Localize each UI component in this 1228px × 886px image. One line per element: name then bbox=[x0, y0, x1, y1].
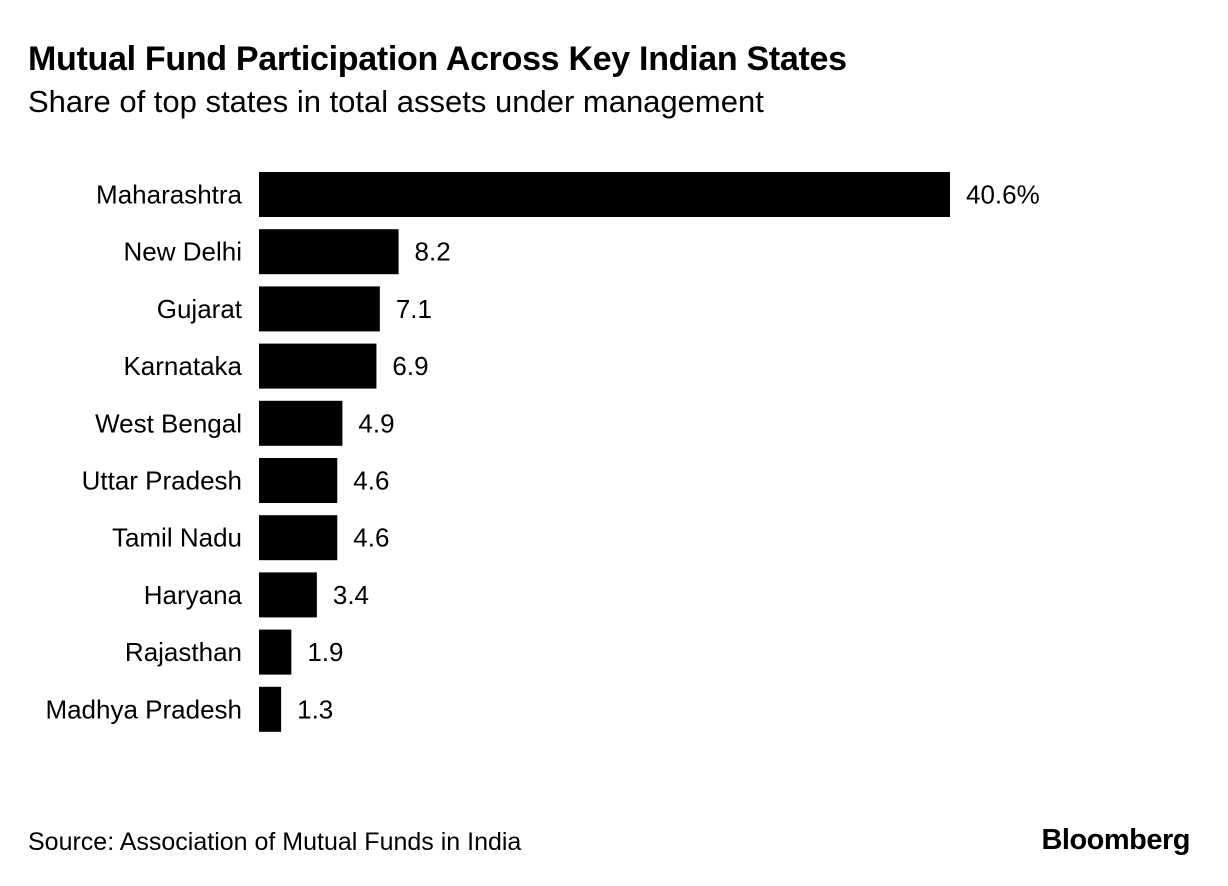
value-label-madhya-pradesh: 1.3 bbox=[297, 694, 333, 724]
bar-chart: Maharashtra 40.6% New Delhi 8.2 Gujarat 7.1 Ka… bbox=[45, 172, 1040, 732]
value-label-rajasthan: 1.9 bbox=[307, 637, 343, 667]
bar-uttar-pradesh bbox=[259, 458, 338, 503]
value-label-haryana: 3.4 bbox=[333, 580, 369, 610]
bar-tamil-nadu bbox=[259, 515, 338, 561]
bar-new-delhi bbox=[259, 229, 399, 275]
value-label-new-delhi: 8.2 bbox=[415, 237, 451, 267]
category-label-madhya-pradesh: Madhya Pradesh bbox=[45, 694, 242, 724]
bar-rajasthan bbox=[259, 629, 292, 675]
category-label-haryana: Haryana bbox=[144, 580, 243, 610]
category-label-gujarat: Gujarat bbox=[157, 294, 243, 324]
value-label-karnataka: 6.9 bbox=[392, 351, 428, 381]
bar-maharashtra bbox=[259, 172, 950, 217]
bar-madhya-pradesh bbox=[259, 686, 282, 732]
category-label-tamil-nadu: Tamil Nadu bbox=[112, 523, 242, 553]
value-label-uttar-pradesh: 4.6 bbox=[353, 466, 389, 496]
value-label-tamil-nadu: 4.6 bbox=[353, 523, 389, 553]
bar-gujarat bbox=[259, 286, 380, 332]
bar-haryana bbox=[259, 572, 317, 618]
bar-karnataka bbox=[259, 343, 377, 389]
value-label-gujarat: 7.1 bbox=[396, 294, 432, 324]
category-label-maharashtra: Maharashtra bbox=[96, 180, 242, 210]
bar-west-bengal bbox=[259, 400, 343, 446]
category-label-west-bengal: West Bengal bbox=[95, 408, 242, 438]
category-label-rajasthan: Rajasthan bbox=[125, 637, 242, 667]
source-note: Source: Association of Mutual Funds in I… bbox=[28, 828, 522, 856]
category-label-karnataka: Karnataka bbox=[123, 351, 242, 381]
value-label-west-bengal: 4.9 bbox=[358, 408, 394, 438]
category-label-uttar-pradesh: Uttar Pradesh bbox=[82, 466, 242, 496]
value-label-maharashtra: 40.6% bbox=[966, 180, 1040, 210]
bloomberg-logo: Bloomberg bbox=[1041, 824, 1190, 856]
chart-title: Mutual Fund Participation Across Key Ind… bbox=[28, 40, 847, 78]
category-label-new-delhi: New Delhi bbox=[124, 237, 243, 267]
chart-subtitle: Share of top states in total assets unde… bbox=[28, 84, 764, 119]
